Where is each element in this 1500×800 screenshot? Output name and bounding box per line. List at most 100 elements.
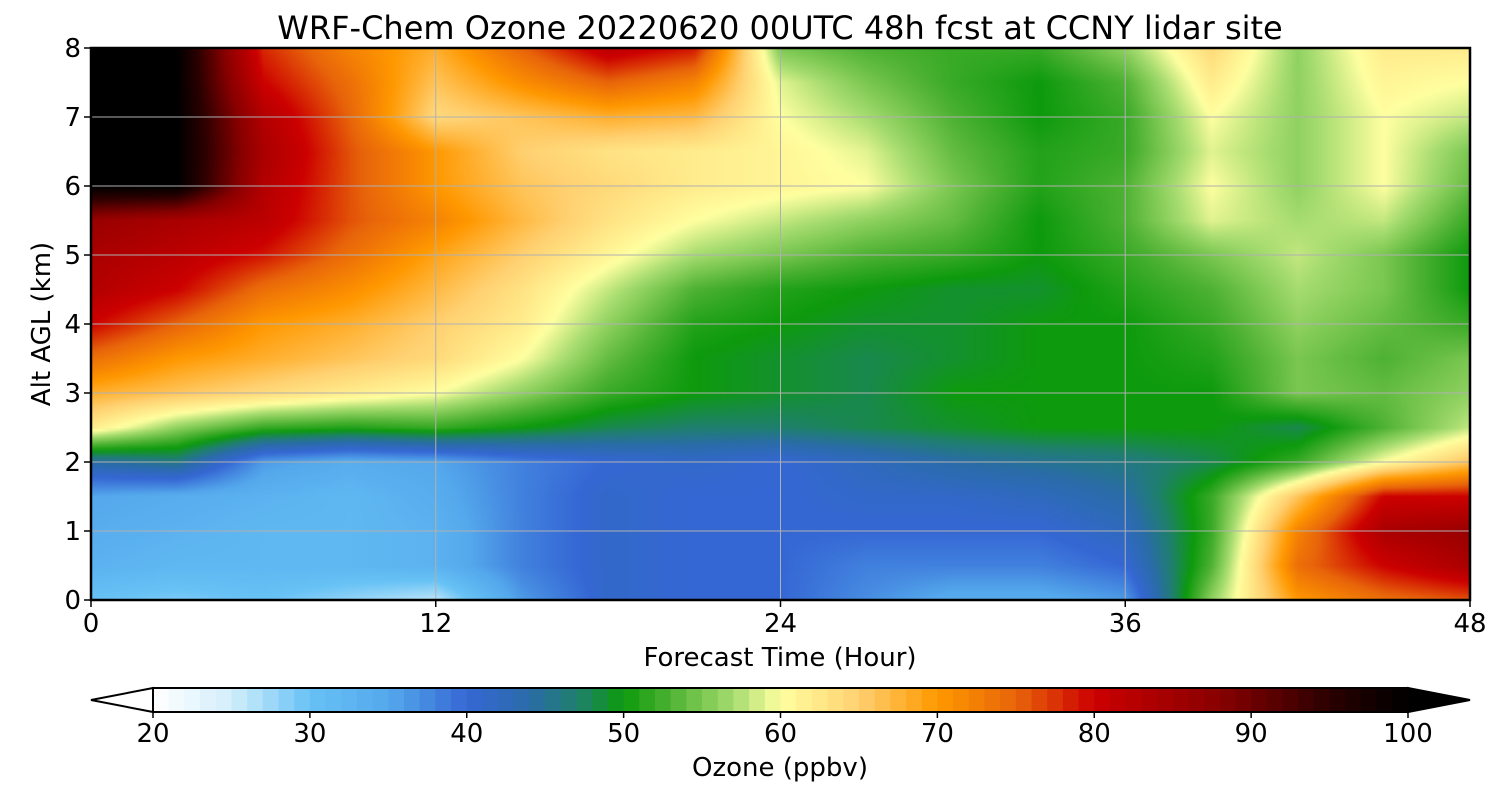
colorbar-segment <box>278 688 295 712</box>
colorbar-segment <box>1188 688 1205 712</box>
colorbar-segment <box>623 688 640 712</box>
colorbar-segment <box>1015 688 1033 712</box>
colorbar-segment <box>890 688 907 712</box>
colorbar-segment <box>953 688 970 712</box>
y-tick-label: 8 <box>64 34 81 64</box>
colorbar-segment <box>1204 688 1221 712</box>
chart-title: WRF-Chem Ozone 20220620 00UTC 48h fcst a… <box>277 9 1282 47</box>
colorbar-segment <box>262 688 280 712</box>
colorbar-segment <box>796 688 813 712</box>
colorbar-segment <box>1345 688 1362 712</box>
colorbar-tick-label: 100 <box>1383 719 1433 749</box>
colorbar-segment <box>968 688 986 712</box>
x-tick-label: 12 <box>419 609 452 639</box>
colorbar-segment <box>529 688 546 712</box>
colorbar-segment <box>1376 688 1393 712</box>
colorbar-tick-label: 20 <box>136 719 169 749</box>
colorbar-segment <box>560 688 578 712</box>
colorbar-segment <box>686 688 703 712</box>
colorbar-segment <box>827 688 844 712</box>
colorbar-segment <box>1251 688 1268 712</box>
colorbar-segment <box>1078 688 1095 712</box>
colorbar-segment <box>341 688 358 712</box>
colorbar-tick-label: 80 <box>1078 719 1111 749</box>
colorbar-segment <box>372 688 389 712</box>
colorbar-segment <box>435 688 452 712</box>
colorbar-segment <box>356 688 374 712</box>
y-axis-label: Alt AGL (km) <box>27 242 57 406</box>
colorbar-max-extend <box>1407 686 1471 714</box>
y-tick-label: 6 <box>64 172 81 202</box>
colorbar-segment <box>670 688 687 712</box>
colorbar-segment <box>843 688 860 712</box>
colorbar-label: Ozone (ppbv) <box>692 753 868 783</box>
colorbar-segment <box>498 688 515 712</box>
colorbar-segment <box>1298 688 1315 712</box>
colorbar-segment <box>388 688 405 712</box>
colorbar-segment <box>1031 688 1048 712</box>
colorbar-segment <box>451 688 468 712</box>
colorbar-segment <box>1172 688 1189 712</box>
colorbar-segment <box>184 688 201 712</box>
colorbar-segment <box>764 688 782 712</box>
colorbar-segment <box>937 688 954 712</box>
colorbar-segment <box>984 688 1001 712</box>
y-tick-label: 5 <box>64 241 81 271</box>
colorbar-segment <box>780 688 797 712</box>
colorbar-segment <box>1157 688 1174 712</box>
colorbar-tick-label: 40 <box>450 719 483 749</box>
colorbar-segment <box>168 688 185 712</box>
colorbar-segment <box>874 688 891 712</box>
colorbar-segment <box>1360 688 1378 712</box>
colorbar-segment <box>607 688 625 712</box>
colorbar-segment <box>215 688 233 712</box>
colorbar-segment <box>309 688 327 712</box>
colorbar-segment <box>1219 688 1237 712</box>
y-axis: 0 1 2 3 4 5 6 7 8 <box>64 34 91 616</box>
x-axis-label: Forecast Time (Hour) <box>643 643 916 673</box>
colorbar-tick-label: 50 <box>607 719 640 749</box>
colorbar-tick-label: 90 <box>1235 719 1268 749</box>
colorbar-min-extend <box>90 686 154 714</box>
colorbar-segment <box>655 688 672 712</box>
colorbar-segment <box>153 688 170 712</box>
colorbar-segment <box>419 688 436 712</box>
y-tick-label: 1 <box>64 517 81 547</box>
colorbar-segment <box>1000 688 1017 712</box>
colorbar-segment <box>1062 688 1080 712</box>
y-tick-label: 4 <box>64 310 81 340</box>
colorbar-segment <box>717 688 735 712</box>
x-axis: 0 12 24 36 48 <box>83 600 1487 639</box>
y-tick-label: 3 <box>64 379 81 409</box>
colorbar: 20 30 40 50 60 70 80 90 100 <box>90 686 1471 749</box>
colorbar-segment <box>200 688 217 712</box>
colorbar-segment <box>1282 688 1299 712</box>
colorbar-tick-label: 30 <box>293 719 326 749</box>
colorbar-segment <box>1125 688 1142 712</box>
colorbar-segment <box>466 688 484 712</box>
colorbar-segment <box>545 688 562 712</box>
colorbar-segment <box>1266 688 1284 712</box>
y-tick-label: 7 <box>64 103 81 133</box>
colorbar-segment <box>247 688 264 712</box>
colorbar-segment <box>1109 688 1127 712</box>
colorbar-segment <box>749 688 766 712</box>
colorbar-segment <box>702 688 719 712</box>
colorbar-tick-label: 60 <box>764 719 797 749</box>
colorbar-segment <box>294 688 311 712</box>
colorbar-segment <box>1392 688 1409 712</box>
colorbar-segment <box>231 688 248 712</box>
colorbar-segment <box>733 688 750 712</box>
colorbar-segment <box>1047 688 1064 712</box>
x-tick-label: 48 <box>1453 609 1486 639</box>
x-tick-label: 24 <box>764 609 797 639</box>
colorbar-segment <box>1329 688 1346 712</box>
colorbar-tick-label: 70 <box>921 719 954 749</box>
colorbar-segment <box>1141 688 1158 712</box>
colorbar-segment <box>639 688 656 712</box>
x-tick-label: 36 <box>1109 609 1142 639</box>
colorbar-segment <box>513 688 531 712</box>
colorbar-segment <box>921 688 938 712</box>
colorbar-segment <box>906 688 923 712</box>
